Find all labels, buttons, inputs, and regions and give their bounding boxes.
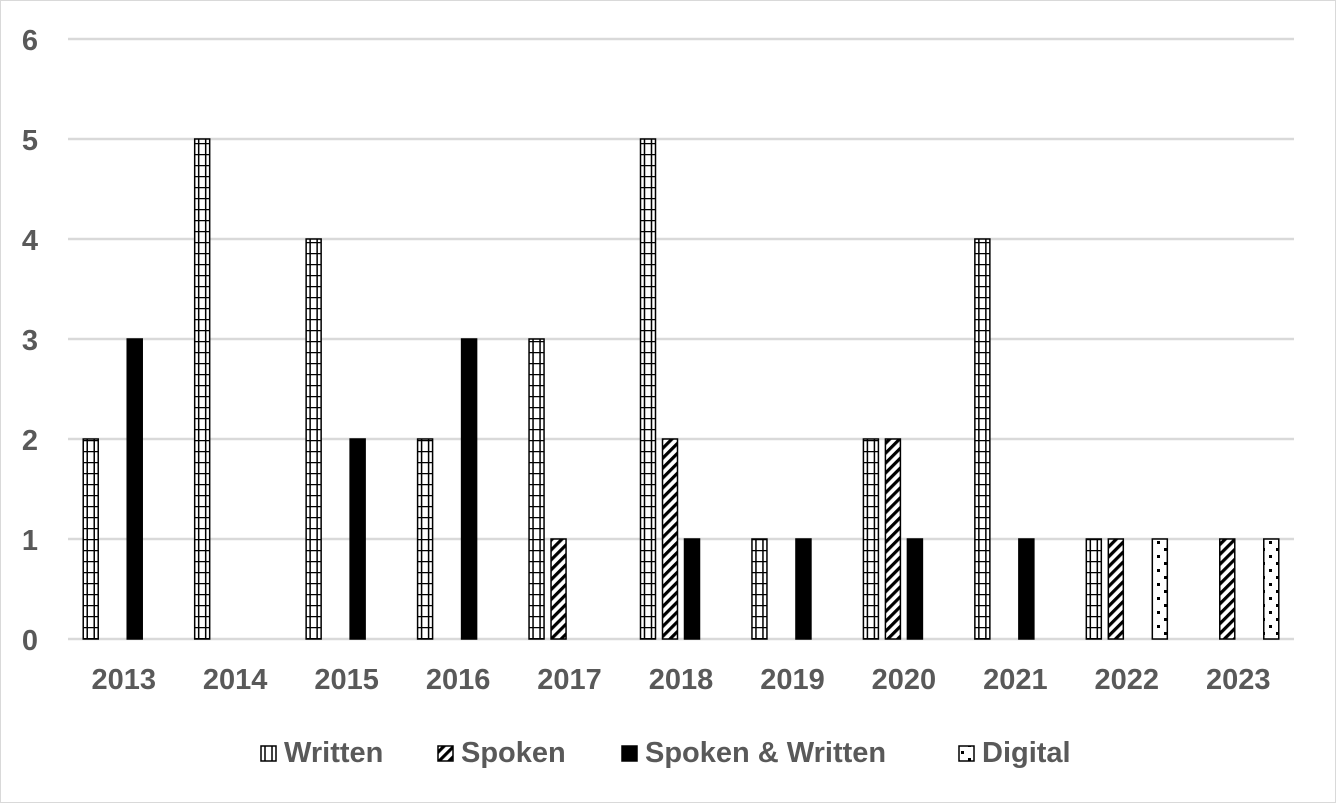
legend-label: Spoken	[461, 737, 566, 769]
bar-spoken-2018	[661, 438, 679, 640]
legend-label: Written	[284, 737, 383, 769]
bar-written-2022	[1085, 538, 1103, 640]
bar-spoken-written-2021	[1018, 538, 1035, 640]
bar-spoken-2022	[1107, 538, 1125, 640]
bar-written-2019	[751, 538, 768, 640]
bar-written-2013	[82, 438, 99, 640]
y-tick-label: 4	[22, 225, 38, 257]
x-tick-label: 2020	[872, 664, 937, 696]
x-tick-label: 2014	[203, 664, 268, 696]
x-tick-label: 2021	[983, 664, 1048, 696]
y-tick-label: 2	[22, 425, 38, 457]
x-tick-label: 2023	[1206, 664, 1271, 696]
bar-spoken-written-2020	[906, 538, 924, 640]
bar-written-2020	[862, 438, 880, 640]
bar-written-2017	[528, 338, 545, 640]
x-axis: 2013 2014 2015 2016 2017 2018 2019 2020 2021 2022…	[91, 664, 1270, 696]
bar-written-2015	[305, 238, 322, 640]
y-axis: 0 1 2 3 4 5 6	[22, 25, 38, 657]
bar-written-2018	[639, 138, 657, 640]
bar-spoken-written-2013	[126, 338, 143, 640]
y-tick-label: 5	[22, 125, 38, 157]
x-tick-label: 2019	[760, 664, 825, 696]
bar-digital-2023	[1263, 538, 1280, 640]
bar-written-2021	[974, 238, 991, 640]
legend-swatch	[260, 745, 277, 762]
legend-item-spoken: Spoken	[437, 737, 566, 769]
x-tick-label: 2016	[426, 664, 491, 696]
legend: Written Spoken Spoken & Written Digital	[260, 737, 1071, 769]
bar-spoken-2023	[1219, 538, 1236, 640]
legend-swatch	[621, 745, 638, 762]
legend-label: Spoken & Written	[645, 737, 886, 769]
legend-label: Digital	[982, 737, 1071, 769]
bar-spoken-written-2016	[460, 338, 478, 640]
bar-digital-2022	[1151, 538, 1169, 640]
legend-swatch	[958, 745, 975, 762]
x-tick-label: 2022	[1095, 664, 1160, 696]
bar-spoken-written-2018	[683, 538, 701, 640]
x-tick-label: 2018	[649, 664, 714, 696]
bar-spoken-2017	[550, 538, 567, 640]
legend-item-written: Written	[260, 737, 383, 769]
bar-spoken-written-2015	[349, 438, 366, 640]
bar-written-2016	[416, 438, 434, 640]
bars	[82, 138, 1280, 640]
legend-item-spoken-written: Spoken & Written	[621, 737, 886, 769]
y-tick-label: 1	[22, 525, 38, 557]
x-tick-label: 2015	[314, 664, 379, 696]
bar-written-2014	[193, 138, 211, 640]
y-tick-label: 3	[22, 325, 38, 357]
legend-swatch	[437, 745, 454, 762]
bar-spoken-written-2019	[795, 538, 812, 640]
y-tick-label: 0	[22, 625, 38, 657]
y-tick-label: 6	[22, 25, 38, 57]
bar-spoken-2020	[884, 438, 902, 640]
legend-item-digital: Digital	[958, 737, 1071, 769]
x-tick-label: 2017	[537, 664, 602, 696]
x-tick-label: 2013	[91, 664, 156, 696]
